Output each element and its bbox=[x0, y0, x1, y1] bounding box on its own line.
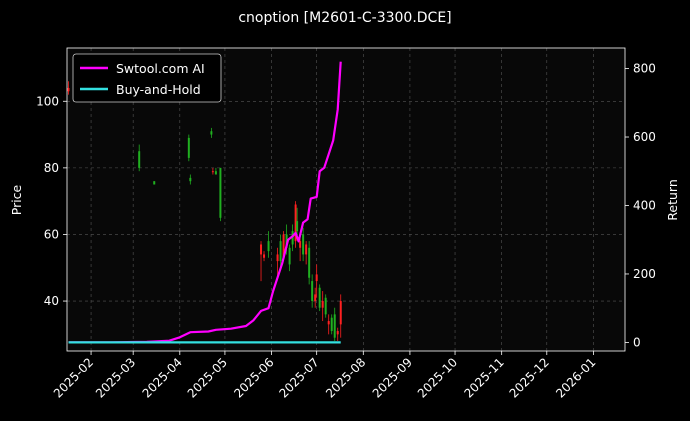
candle-body bbox=[314, 294, 317, 302]
candle-body bbox=[189, 177, 192, 182]
candle-body bbox=[267, 241, 270, 252]
strategy-line bbox=[68, 61, 342, 344]
right-tick-label: 600 bbox=[633, 130, 656, 144]
candle-body bbox=[260, 244, 263, 255]
candle-body bbox=[311, 281, 314, 302]
candle-body bbox=[321, 301, 324, 308]
candle-body bbox=[263, 254, 266, 258]
candle-body bbox=[153, 181, 156, 185]
candle-body bbox=[214, 171, 217, 175]
candle-body bbox=[308, 247, 311, 278]
candle-body bbox=[282, 234, 285, 258]
candle-body bbox=[318, 287, 321, 308]
candle-body bbox=[302, 234, 305, 255]
candle-body bbox=[219, 167, 222, 218]
left-axis-label: Price bbox=[9, 184, 24, 215]
candle-body bbox=[333, 314, 336, 338]
series-lines bbox=[68, 61, 342, 344]
legend-box bbox=[72, 53, 222, 103]
right-tick-label: 400 bbox=[633, 198, 656, 212]
left-tick-label: 80 bbox=[44, 161, 59, 175]
candle-body bbox=[288, 247, 291, 265]
left-tick-label: 100 bbox=[36, 94, 59, 108]
chart-title: cnoption [M2601-C-3300.DCE] bbox=[238, 10, 451, 26]
candle-body bbox=[285, 234, 288, 248]
plot-frame bbox=[66, 47, 626, 352]
right-tick-label: 0 bbox=[633, 335, 641, 349]
candle-body bbox=[305, 244, 308, 255]
candle-body bbox=[339, 301, 342, 325]
left-tick-label: 40 bbox=[44, 294, 59, 308]
right-axis-label: Return bbox=[665, 179, 680, 220]
candle-body bbox=[276, 254, 279, 262]
candle-body bbox=[296, 221, 299, 232]
candle-body bbox=[291, 231, 294, 245]
left-tick-label: 60 bbox=[44, 227, 59, 241]
legend-label-strategy: Swtool.com AI bbox=[116, 61, 205, 76]
grid bbox=[67, 48, 625, 351]
legend-label-benchmark: Buy-and-Hold bbox=[116, 82, 201, 97]
candle-body bbox=[211, 171, 214, 173]
candle-body bbox=[336, 331, 339, 335]
candle-body bbox=[210, 131, 213, 135]
candles bbox=[67, 81, 342, 342]
candle-body bbox=[294, 204, 297, 242]
candle-body bbox=[330, 317, 333, 332]
candle-body bbox=[138, 151, 141, 168]
candle-body bbox=[324, 297, 327, 315]
candle-body bbox=[279, 241, 282, 262]
candle-body bbox=[299, 241, 302, 248]
candle-body bbox=[67, 87, 70, 92]
right-tick-label: 200 bbox=[633, 267, 656, 281]
candle-body bbox=[315, 274, 318, 282]
candle-body bbox=[327, 321, 330, 325]
candle-body bbox=[187, 137, 190, 158]
right-tick-label: 800 bbox=[633, 62, 656, 76]
legend: Swtool.com AI Buy-and-Hold bbox=[72, 53, 222, 103]
